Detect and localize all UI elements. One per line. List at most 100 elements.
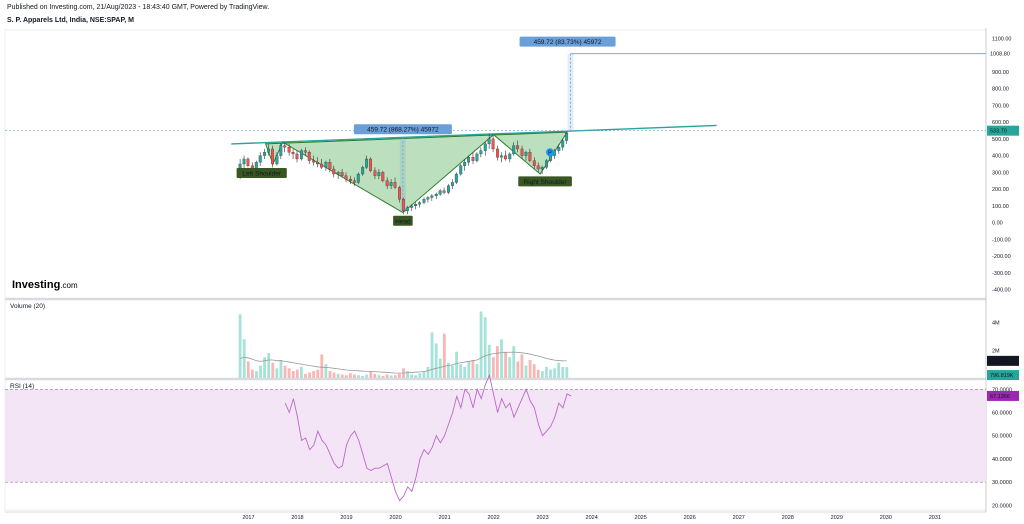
target-price-tag: 1008.80 xyxy=(990,52,1010,58)
volume-bar xyxy=(496,346,499,378)
volume-bar xyxy=(304,373,307,378)
volume-bar xyxy=(479,311,483,378)
volume-ma-tag: 1.238M xyxy=(990,359,1009,365)
price-tick-label: 800.00 xyxy=(992,87,1009,93)
volume-bar xyxy=(455,351,458,378)
candle-body xyxy=(352,180,356,183)
candle-body xyxy=(483,143,487,151)
volume-bar xyxy=(487,344,491,378)
candle-body xyxy=(344,175,348,180)
price-tick-label: -200.00 xyxy=(992,254,1011,260)
volume-bar xyxy=(255,371,258,378)
volume-bar xyxy=(308,372,311,378)
candle-body xyxy=(320,163,323,168)
price-tick-label: 0.00 xyxy=(992,221,1003,227)
price-tick-label: 400.00 xyxy=(992,154,1009,160)
volume-bar xyxy=(430,332,434,378)
candle-body xyxy=(401,199,405,212)
candle-body xyxy=(336,172,340,175)
candle-body xyxy=(324,162,328,168)
price-tick-label: -400.00 xyxy=(992,288,1011,294)
volume-bar xyxy=(471,360,475,378)
candle-body xyxy=(536,165,540,170)
candle-body xyxy=(271,148,274,165)
pivot-marker xyxy=(545,148,554,157)
volume-bar xyxy=(504,351,507,378)
volume-bar xyxy=(385,374,389,378)
candle-body xyxy=(275,155,279,165)
volume-bar xyxy=(377,375,381,378)
volume-bar xyxy=(393,375,397,378)
candle-body xyxy=(373,170,377,176)
rsi-tick-label: 70.0000 xyxy=(992,387,1012,393)
time-tick-label: 2020 xyxy=(389,515,401,521)
volume-bar xyxy=(295,369,299,378)
candle-body xyxy=(385,180,389,186)
volume-bar xyxy=(389,375,393,378)
volume-bar xyxy=(418,373,422,378)
time-tick-label: 2018 xyxy=(291,515,303,521)
volume-bar xyxy=(361,375,365,378)
pivot-marker-text: P xyxy=(548,150,552,156)
price-tick-label: 600.00 xyxy=(992,120,1009,126)
candle-body xyxy=(459,165,463,175)
candle-body xyxy=(442,190,446,193)
volume-bar xyxy=(536,369,540,378)
rsi-tick-label: 60.0000 xyxy=(992,411,1012,417)
candle-body xyxy=(447,185,450,193)
candle-body xyxy=(295,153,299,160)
target-price-tag-bg xyxy=(987,48,1019,59)
time-tick-label: 2017 xyxy=(242,515,254,521)
published-line: Published on Investing.com, 21/Aug/2023 … xyxy=(7,4,270,11)
volume-bar xyxy=(320,354,324,378)
volume-bar xyxy=(540,371,544,378)
candle-body xyxy=(332,168,336,175)
volume-bar xyxy=(340,374,344,378)
volume-last-tag: 796.819K xyxy=(990,373,1014,379)
measure-mid-label: 459.72 (868.27%) 45972 xyxy=(367,127,439,134)
candle-body xyxy=(361,167,365,175)
volume-bar xyxy=(381,375,385,378)
candle-body xyxy=(254,162,258,170)
last-price-tag: 533.70 xyxy=(990,129,1007,135)
price-tick-label: -300.00 xyxy=(992,271,1011,277)
volume-tick-label: 2M xyxy=(992,348,1000,354)
time-tick-label: 2029 xyxy=(831,515,843,521)
volume-bar xyxy=(442,333,446,378)
volume-bar xyxy=(324,364,328,378)
pattern-label-bg xyxy=(236,168,287,179)
volume-bar xyxy=(434,343,438,378)
volume-pane xyxy=(4,299,987,379)
candle-body xyxy=(307,152,311,161)
rsi-line xyxy=(284,373,572,502)
volume-bar xyxy=(508,357,512,378)
pattern-label-bg xyxy=(518,176,572,187)
volume-bar xyxy=(328,371,332,378)
volume-bar xyxy=(512,346,516,378)
candle-body xyxy=(557,147,561,151)
price-tick-label: 300.00 xyxy=(992,170,1009,176)
candle-body xyxy=(393,182,397,188)
volume-bar xyxy=(397,373,401,378)
time-tick-label: 2024 xyxy=(586,515,598,521)
candle-body xyxy=(365,158,369,168)
candle-body xyxy=(398,187,401,200)
candle-body xyxy=(340,172,344,176)
candle-body xyxy=(312,160,316,163)
volume-bar xyxy=(291,371,295,378)
volume-bar xyxy=(259,365,262,378)
volume-bar xyxy=(528,360,532,378)
candle-body xyxy=(479,150,483,155)
time-tick-label: 2030 xyxy=(880,515,892,521)
candle-body xyxy=(471,157,475,161)
candle-body xyxy=(516,145,520,150)
candle-body xyxy=(279,145,283,156)
volume-bar xyxy=(369,371,373,378)
volume-bar xyxy=(459,364,463,378)
volume-bar xyxy=(549,369,552,378)
volume-bar xyxy=(283,365,287,378)
candle-body xyxy=(487,138,491,145)
time-tick-label: 2025 xyxy=(635,515,647,521)
volume-bar xyxy=(475,364,479,378)
